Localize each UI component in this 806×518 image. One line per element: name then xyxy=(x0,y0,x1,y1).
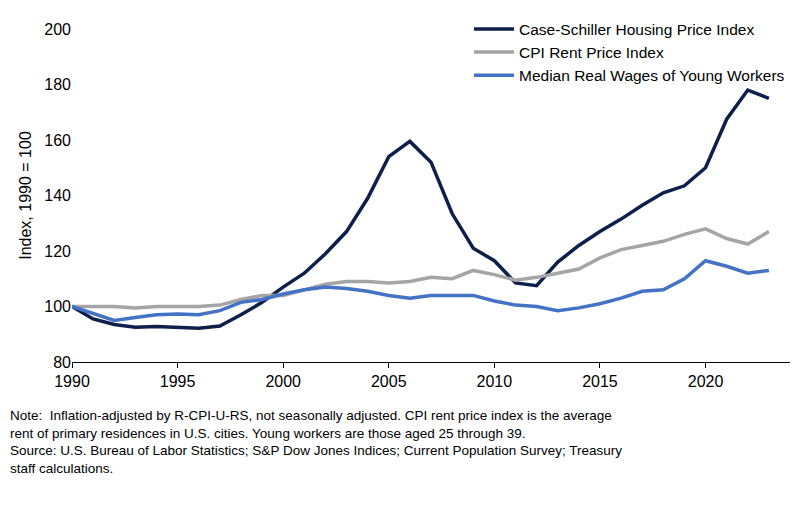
svg-text:2000: 2000 xyxy=(265,373,301,390)
svg-text:2005: 2005 xyxy=(371,373,407,390)
svg-text:Median Real Wages of Young Wor: Median Real Wages of Young Workers xyxy=(519,67,785,84)
svg-text:1990: 1990 xyxy=(54,373,90,390)
svg-text:2015: 2015 xyxy=(582,373,618,390)
svg-text:Case-Schiller Housing Price In: Case-Schiller Housing Price Index xyxy=(519,21,754,38)
svg-text:2010: 2010 xyxy=(477,373,513,390)
svg-text:Note: Inflation-adjusted by R: Note: Inflation-adjusted by R-CPI-U-RS, … xyxy=(10,408,622,476)
svg-text:200: 200 xyxy=(44,21,71,38)
svg-text:140: 140 xyxy=(44,187,71,204)
svg-text:160: 160 xyxy=(44,132,71,149)
svg-text:Index, 1990 = 100: Index, 1990 = 100 xyxy=(17,131,34,260)
svg-text:120: 120 xyxy=(44,243,71,260)
svg-text:80: 80 xyxy=(53,354,71,371)
svg-text:180: 180 xyxy=(44,76,71,93)
svg-text:CPI Rent Price Index: CPI Rent Price Index xyxy=(519,44,664,61)
svg-text:1995: 1995 xyxy=(160,373,196,390)
svg-text:100: 100 xyxy=(44,298,71,315)
svg-text:2020: 2020 xyxy=(688,373,724,390)
